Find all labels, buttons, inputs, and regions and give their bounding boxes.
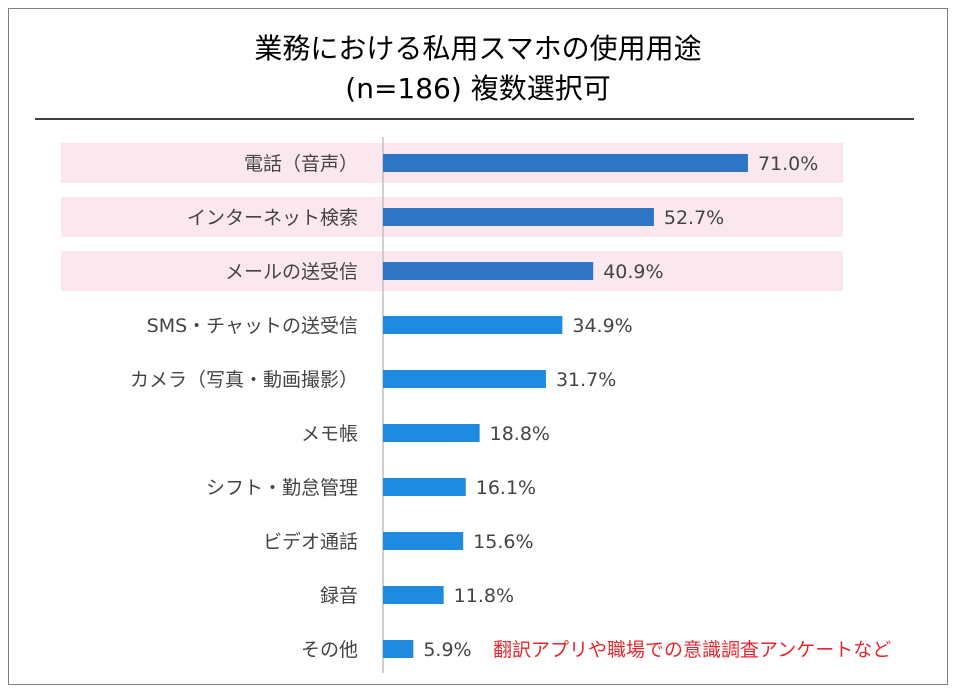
bar: [383, 532, 464, 550]
bar: [383, 262, 594, 280]
bar: [383, 424, 480, 442]
value-label: 16.1%: [476, 477, 536, 499]
value-label: 52.7%: [664, 207, 724, 229]
value-label: 18.8%: [490, 423, 550, 445]
value-label: 34.9%: [572, 315, 632, 337]
category-label: インターネット検索: [187, 207, 358, 229]
bar: [383, 316, 563, 334]
chart-border: [8, 8, 948, 685]
bar: [383, 640, 414, 658]
category-label: その他: [301, 639, 358, 661]
value-labels: 71.0% 52.7% 40.9% 34.9% 31.7% 18.8% 16.1% 15.6%…: [423, 153, 818, 661]
value-label: 15.6%: [473, 531, 533, 553]
category-label: SMS・チャットの送受信: [147, 315, 358, 337]
other-annotation: 翻訳アプリや職場での意識調査アンケートなど: [493, 639, 891, 661]
bar: [383, 370, 546, 388]
category-label: メモ帳: [301, 423, 358, 445]
value-label: 5.9%: [423, 639, 471, 661]
chart-title: 業務における私用スマホの使用用途: [254, 32, 701, 65]
value-label: 71.0%: [758, 153, 818, 175]
bar: [383, 208, 654, 226]
category-label: ビデオ通話: [263, 531, 358, 553]
category-label: シフト・勤怠管理: [206, 477, 358, 499]
category-label: 電話（音声）: [244, 153, 358, 175]
category-label: カメラ（写真・動画撮影）: [130, 369, 358, 391]
bar: [383, 586, 444, 604]
value-label: 31.7%: [556, 369, 616, 391]
bar-series: [383, 154, 748, 658]
category-label: 録音: [320, 585, 358, 607]
value-label: 11.8%: [454, 585, 514, 607]
bar: [383, 478, 466, 496]
chart-subtitle: (n=186) 複数選択可: [345, 72, 610, 105]
value-label: 40.9%: [603, 261, 663, 283]
category-label: メールの送受信: [225, 261, 358, 283]
bar: [383, 154, 748, 172]
